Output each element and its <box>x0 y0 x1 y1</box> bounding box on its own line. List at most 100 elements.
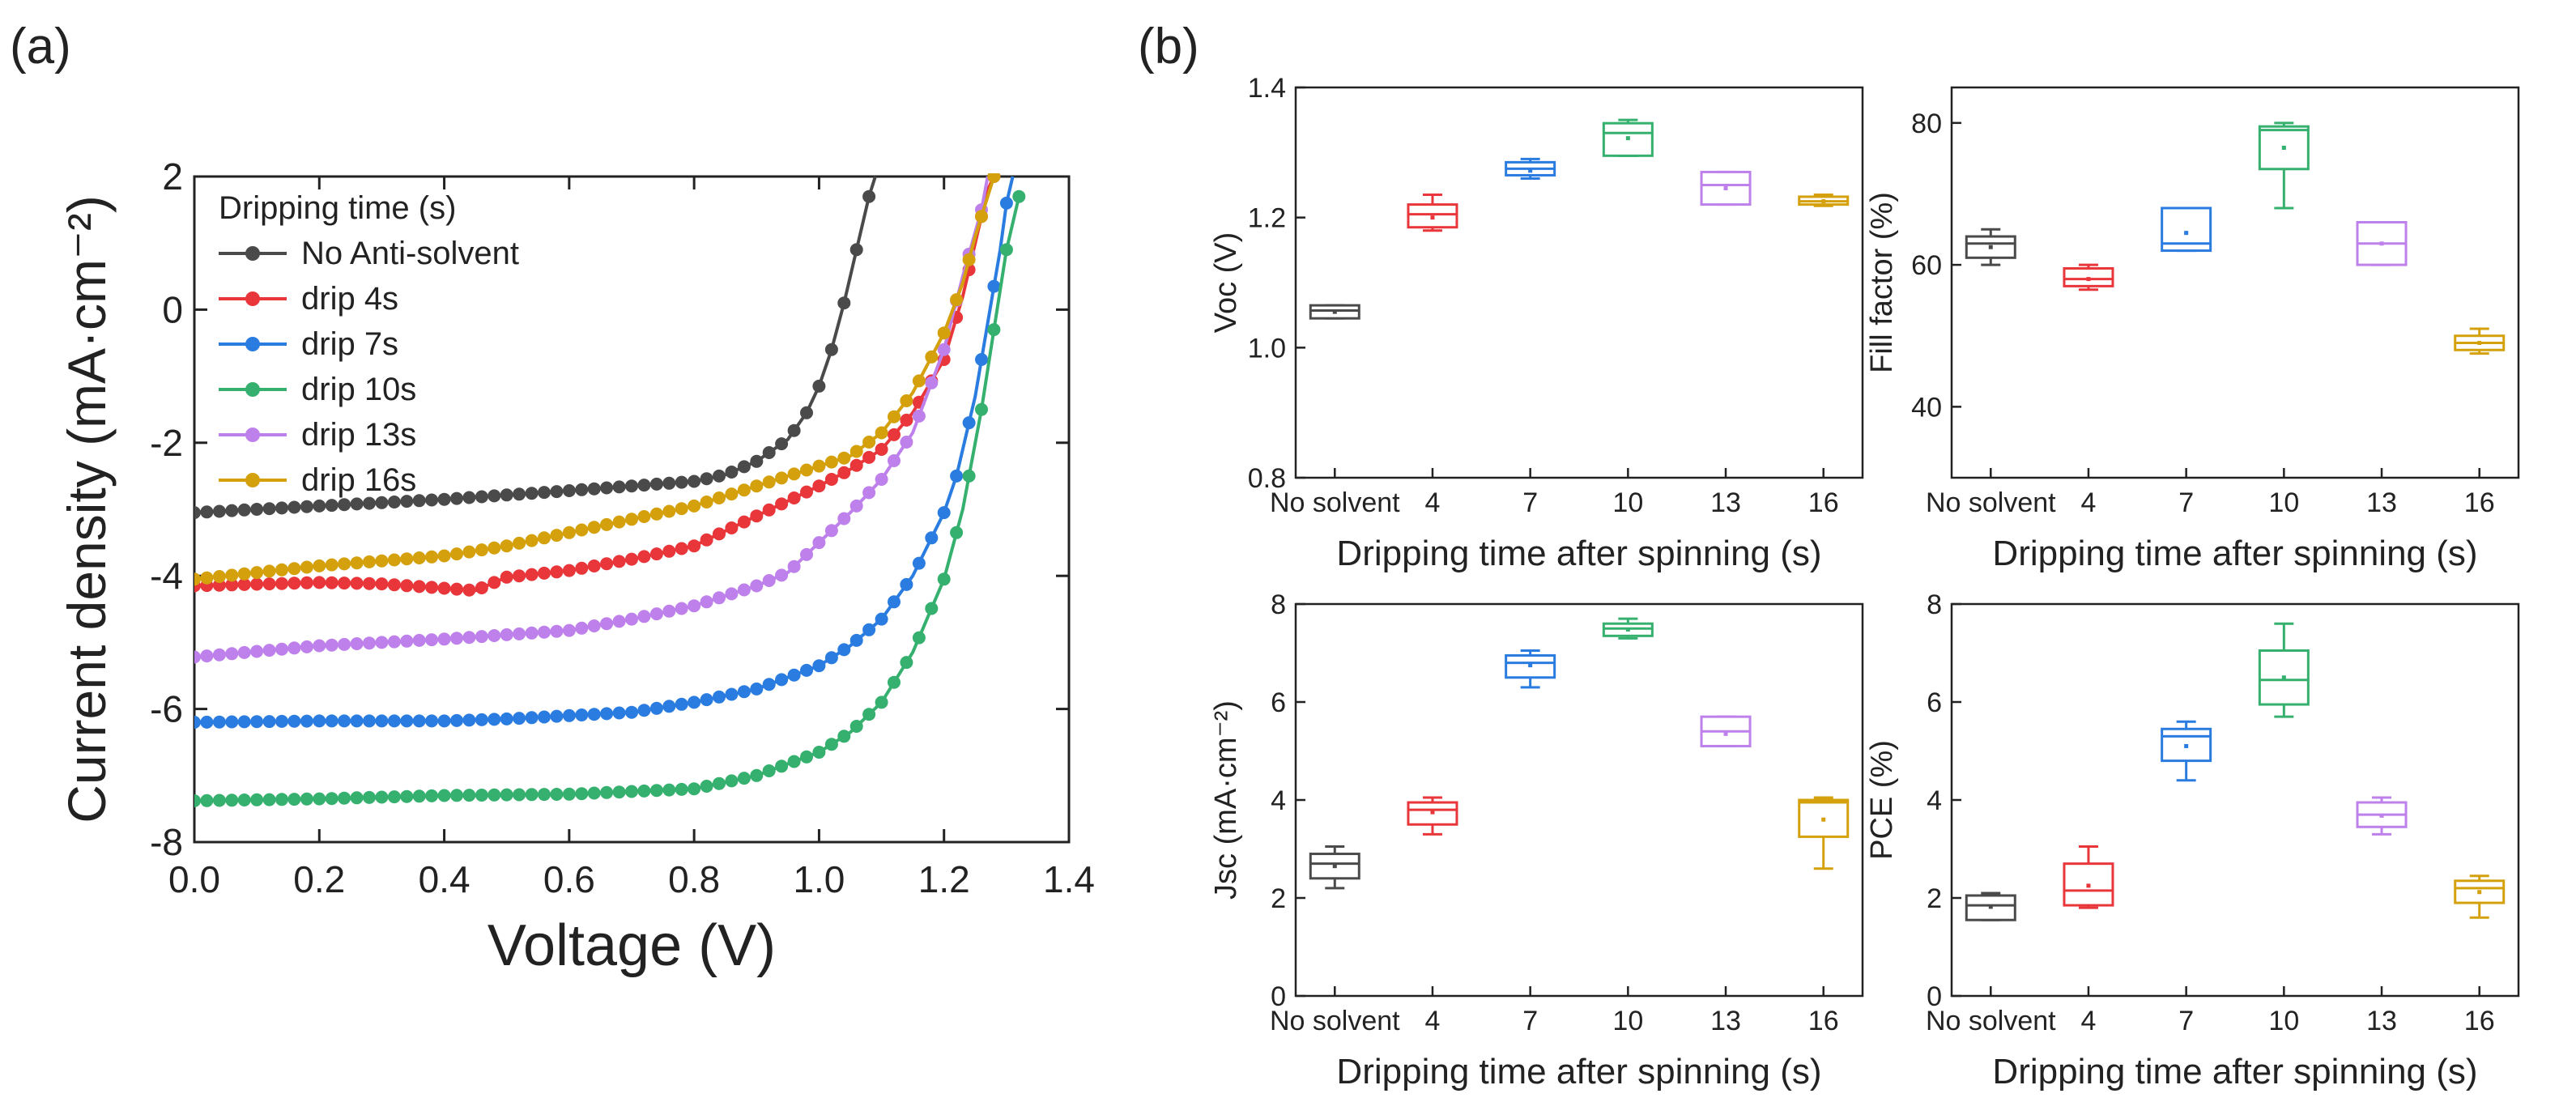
jv-data-point <box>325 792 338 806</box>
box-mean-marker <box>1625 627 1630 632</box>
jv-data-point <box>787 423 801 437</box>
box-mean-marker <box>1821 199 1826 204</box>
jv-data-point <box>875 473 888 486</box>
jv-data-point <box>912 409 926 423</box>
voc-box-blue <box>1505 157 1556 180</box>
jv-data-point <box>562 484 576 497</box>
jv-data-point <box>987 323 1001 337</box>
jv-data-point <box>637 784 651 798</box>
jv-data-point <box>212 648 226 662</box>
jv-data-point <box>313 576 326 589</box>
jv-x-tick-label: 1.4 <box>1043 858 1095 900</box>
panel-label-b: (b) <box>1138 19 1199 74</box>
jv-data-point <box>325 714 338 728</box>
voc-x-tick-label: 7 <box>1522 487 1538 518</box>
jv-data-point <box>212 794 226 807</box>
jv-data-point <box>462 583 476 597</box>
jv-data-point <box>649 507 663 521</box>
jsc-plot-frame <box>1294 602 1864 998</box>
ff-y-tick-label: 80 <box>1911 108 1942 139</box>
jv-data-point <box>875 443 888 456</box>
jv-data-point <box>237 567 251 581</box>
jv-legend-swatch-marker <box>245 291 260 306</box>
jsc-y-tick-label: 6 <box>1271 687 1286 718</box>
jv-data-point <box>275 563 288 577</box>
jv-data-point <box>900 436 913 449</box>
pce-x-tick-label: 4 <box>2081 1006 2097 1036</box>
jv-data-point <box>562 623 576 637</box>
jv-data-point <box>713 591 726 605</box>
voc-box-purple <box>1700 170 1752 206</box>
jv-data-point <box>762 503 776 517</box>
jsc-y-tick-label: 2 <box>1271 883 1286 914</box>
jv-data-point <box>262 577 276 591</box>
ff-x-tick-label: 10 <box>2268 487 2299 518</box>
box-mean-marker <box>1430 215 1435 220</box>
jv-data-point <box>325 499 338 513</box>
jv-data-point <box>350 556 364 570</box>
pce-y-tick-label: 0 <box>1927 981 1942 1012</box>
jv-data-point <box>275 642 288 656</box>
jv-data-point <box>688 499 701 513</box>
jv-data-point <box>662 700 676 713</box>
jv-data-point <box>338 714 351 728</box>
jv-data-point <box>575 621 589 635</box>
jv-data-point <box>387 635 401 649</box>
jv-data-point <box>350 577 364 590</box>
jv-data-point <box>625 479 638 493</box>
box-mean-marker <box>1528 168 1533 173</box>
jv-data-point <box>725 687 739 701</box>
jv-data-point <box>350 791 364 805</box>
jv-data-point <box>237 794 251 806</box>
jv-data-point <box>250 645 264 658</box>
jv-data-point <box>824 473 838 486</box>
jv-y-tick-label: 2 <box>162 155 183 198</box>
jv-data-point <box>225 504 239 517</box>
jv-data-point <box>662 604 676 618</box>
jv-data-point <box>513 627 526 640</box>
jv-data-point <box>462 545 476 559</box>
jv-data-point <box>313 639 326 653</box>
jv-data-point <box>762 574 776 587</box>
jv-data-point <box>662 544 676 558</box>
jv-data-point <box>513 569 526 583</box>
pce-y-tick-label: 6 <box>1927 687 1942 718</box>
jv-data-point <box>262 793 276 806</box>
jsc-x-tick-label: No solvent <box>1270 1006 1400 1036</box>
jv-data-point <box>700 496 713 508</box>
jsc-boxplot: 0 2 4 6 8 No solvent 4 7 10 13 16 Dripping time aft… <box>1209 589 1864 1091</box>
jv-data-point <box>649 547 663 561</box>
jv-data-point <box>275 793 288 806</box>
jv-data-point <box>849 633 863 647</box>
jv-data-point <box>437 492 451 506</box>
jv-y-tick-label: -8 <box>150 821 183 863</box>
ff-plot-frame <box>1950 86 2520 479</box>
jv-data-point <box>812 459 826 473</box>
jsc-x-tick-label: 7 <box>1522 1006 1538 1036</box>
jv-data-point <box>338 498 351 512</box>
jv-data-point <box>275 577 288 590</box>
ff-x-tick-label: No solvent <box>1926 487 2056 518</box>
jv-data-point <box>900 413 913 427</box>
box-mean-marker <box>2477 340 2482 345</box>
ff-box-red <box>2063 263 2114 291</box>
jv-data-point <box>363 496 376 510</box>
pce-box-red <box>2063 845 2114 909</box>
jv-data-point <box>688 539 701 553</box>
jv-data-point <box>662 504 676 518</box>
jv-data-point <box>212 570 226 583</box>
jv-data-point <box>862 623 876 636</box>
box-mean-marker <box>2379 813 2384 818</box>
jv-data-point <box>300 792 313 806</box>
voc-x-axis-label: Dripping time after spinning (s) <box>1336 534 1821 573</box>
jv-data-point <box>713 491 726 504</box>
jv-data-point <box>412 633 426 647</box>
pce-y-axis-label: PCE (%) <box>1865 740 1899 860</box>
jv-data-point <box>900 577 913 591</box>
jv-data-point <box>675 475 688 489</box>
jv-data-point <box>787 668 801 682</box>
jv-data-point <box>475 789 488 802</box>
jv-data-point <box>313 792 326 806</box>
jv-data-point <box>612 480 626 494</box>
jv-data-point <box>562 525 576 539</box>
